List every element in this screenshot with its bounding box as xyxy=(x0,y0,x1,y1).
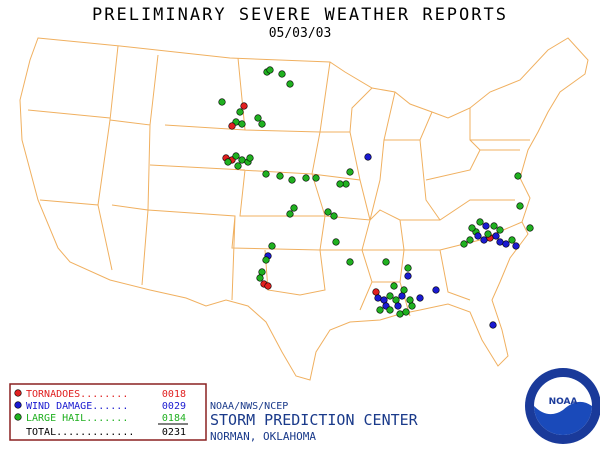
report-dot xyxy=(476,218,484,226)
report-dot xyxy=(312,174,320,182)
report-dot xyxy=(286,210,294,218)
legend-count: 0029 xyxy=(162,401,186,412)
title: PRELIMINARY SEVERE WEATHER REPORTS xyxy=(92,5,508,25)
report-dot xyxy=(218,98,226,106)
report-dot xyxy=(224,158,232,166)
report-dot xyxy=(236,108,244,116)
report-dot xyxy=(376,306,384,314)
report-dot xyxy=(346,258,354,266)
report-dot xyxy=(496,226,504,234)
report-dot xyxy=(254,114,262,122)
report-dot xyxy=(484,230,492,238)
report-dot xyxy=(240,102,248,110)
report-dot xyxy=(502,240,510,248)
report-dot xyxy=(386,292,394,300)
report-dot xyxy=(258,120,266,128)
report-dot xyxy=(262,170,270,178)
report-dot xyxy=(382,258,390,266)
legend-box xyxy=(9,383,207,441)
report-dot xyxy=(489,321,497,329)
report-dot xyxy=(232,152,240,160)
report-dot xyxy=(256,274,264,282)
report-dot xyxy=(416,294,424,302)
report-dot xyxy=(492,232,500,240)
report-dot xyxy=(516,202,524,210)
report-dot xyxy=(496,238,504,246)
report-dot xyxy=(342,180,350,188)
center: STORM PREDICTION CENTER xyxy=(210,411,419,429)
report-dot xyxy=(432,286,440,294)
legend-swatch xyxy=(14,413,22,421)
location: NORMAN, OKLAHOMA xyxy=(210,430,316,443)
date: 05/03/03 xyxy=(269,26,332,41)
report-dot xyxy=(372,288,380,296)
report-dot xyxy=(332,238,340,246)
report-dot xyxy=(392,296,400,304)
report-dot xyxy=(380,296,388,304)
report-dot xyxy=(490,222,498,230)
report-dot xyxy=(514,172,522,180)
report-dot xyxy=(258,268,266,276)
report-dot xyxy=(404,272,412,280)
report-dot xyxy=(336,180,344,188)
report-dot xyxy=(346,168,354,176)
report-dot xyxy=(302,174,310,182)
report-dot xyxy=(364,153,372,161)
report-dot xyxy=(398,292,406,300)
report-dot xyxy=(386,306,394,314)
report-dot xyxy=(404,264,412,272)
report-dot xyxy=(238,156,246,164)
total-count: 0231 xyxy=(162,427,186,438)
report-dot xyxy=(526,224,534,232)
report-dot xyxy=(234,162,242,170)
legend-count: 0184 xyxy=(162,413,186,424)
report-dot xyxy=(330,212,338,220)
report-dot xyxy=(396,310,404,318)
noaa-logo: NOAA xyxy=(525,368,600,444)
report-dot xyxy=(262,256,270,264)
report-dot xyxy=(402,308,410,316)
legend-label: WIND DAMAGE...... xyxy=(26,401,128,412)
report-dot xyxy=(406,296,414,304)
report-dot xyxy=(460,240,468,248)
report-dot xyxy=(288,176,296,184)
report-dot xyxy=(268,242,276,250)
report-dot xyxy=(276,172,284,180)
report-dot xyxy=(324,208,332,216)
report-dot xyxy=(374,294,382,302)
legend-swatch xyxy=(14,401,22,409)
logo-label: NOAA xyxy=(549,397,578,407)
report-dot xyxy=(290,204,298,212)
map-outline xyxy=(19,37,589,381)
report-dot xyxy=(228,122,236,130)
report-dots xyxy=(218,66,534,329)
report-dot xyxy=(278,70,286,78)
legend-label: TORNADOES........ xyxy=(26,389,128,400)
agency: NOAA/NWS/NCEP xyxy=(210,401,288,412)
report-dot xyxy=(394,302,402,310)
report-dot xyxy=(246,154,254,162)
total-label: TOTAL............. xyxy=(26,427,134,438)
report-dot xyxy=(390,282,398,290)
report-dot xyxy=(466,236,474,244)
report-dot xyxy=(266,66,274,74)
report-dot xyxy=(408,302,416,310)
legend-swatch xyxy=(14,389,22,397)
legend-count: 0018 xyxy=(162,389,186,400)
report-dot xyxy=(238,120,246,128)
report-dot xyxy=(482,222,490,230)
report-dot xyxy=(400,286,408,294)
report-dot xyxy=(468,224,476,232)
report-dot xyxy=(474,232,482,240)
legend: TORNADOES........ 0018 WIND DAMAGE...... 00… xyxy=(14,389,188,438)
legend-label: LARGE HAIL....... xyxy=(26,413,128,424)
report-dot xyxy=(264,282,272,290)
report-dot xyxy=(512,242,520,250)
report-dot xyxy=(508,236,516,244)
report-dot xyxy=(286,80,294,88)
report-dot xyxy=(480,236,488,244)
